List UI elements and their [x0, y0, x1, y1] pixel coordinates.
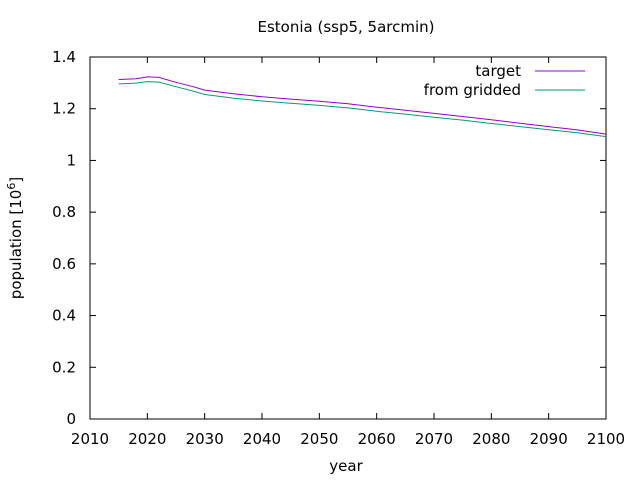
x-tick-label: 2070: [415, 430, 453, 448]
legend-label-from-gridded: from gridded: [424, 81, 521, 99]
chart-title: Estonia (ssp5, 5arcmin): [257, 18, 434, 36]
y-axis: 0 0.2 0.4 0.6 0.8 1 1.2 1.4: [52, 48, 606, 428]
x-tick-label: 2080: [472, 430, 510, 448]
legend: target from gridded: [424, 62, 585, 99]
x-tick-label: 2060: [358, 430, 396, 448]
y-axis-label-end: ]: [7, 177, 25, 183]
y-tick-label: 0.6: [52, 255, 76, 273]
x-tick-label: 2040: [243, 430, 281, 448]
x-tick-label: 2100: [587, 430, 625, 448]
series-line-from-gridded: [118, 81, 607, 138]
y-tick-label: 1.2: [52, 100, 76, 118]
y-tick-label: 0: [66, 410, 76, 428]
y-axis-label-text: population [10: [7, 190, 25, 300]
y-tick-label: 1: [66, 151, 76, 169]
series-lines: [118, 76, 607, 138]
x-axis-label: year: [329, 457, 363, 475]
y-tick-label: 0.2: [52, 358, 76, 376]
y-axis-label: population [106]: [5, 177, 25, 299]
x-tick-label: 2010: [71, 430, 109, 448]
x-tick-label: 2050: [300, 430, 338, 448]
series-line-target: [118, 76, 607, 135]
y-tick-label: 0.4: [52, 307, 76, 325]
y-tick-label: 0.8: [52, 203, 76, 221]
x-tick-label: 2020: [128, 430, 166, 448]
y-axis-label-exponent: 6: [5, 183, 18, 190]
y-tick-label: 1.4: [52, 48, 76, 66]
x-tick-label: 2090: [530, 430, 568, 448]
plot-frame: [89, 56, 607, 420]
x-tick-label: 2030: [186, 430, 224, 448]
x-axis: 2010 2020 2030 2040 2050 2060 2070 2080 2090 2100: [71, 57, 625, 448]
legend-label-target: target: [475, 62, 521, 80]
